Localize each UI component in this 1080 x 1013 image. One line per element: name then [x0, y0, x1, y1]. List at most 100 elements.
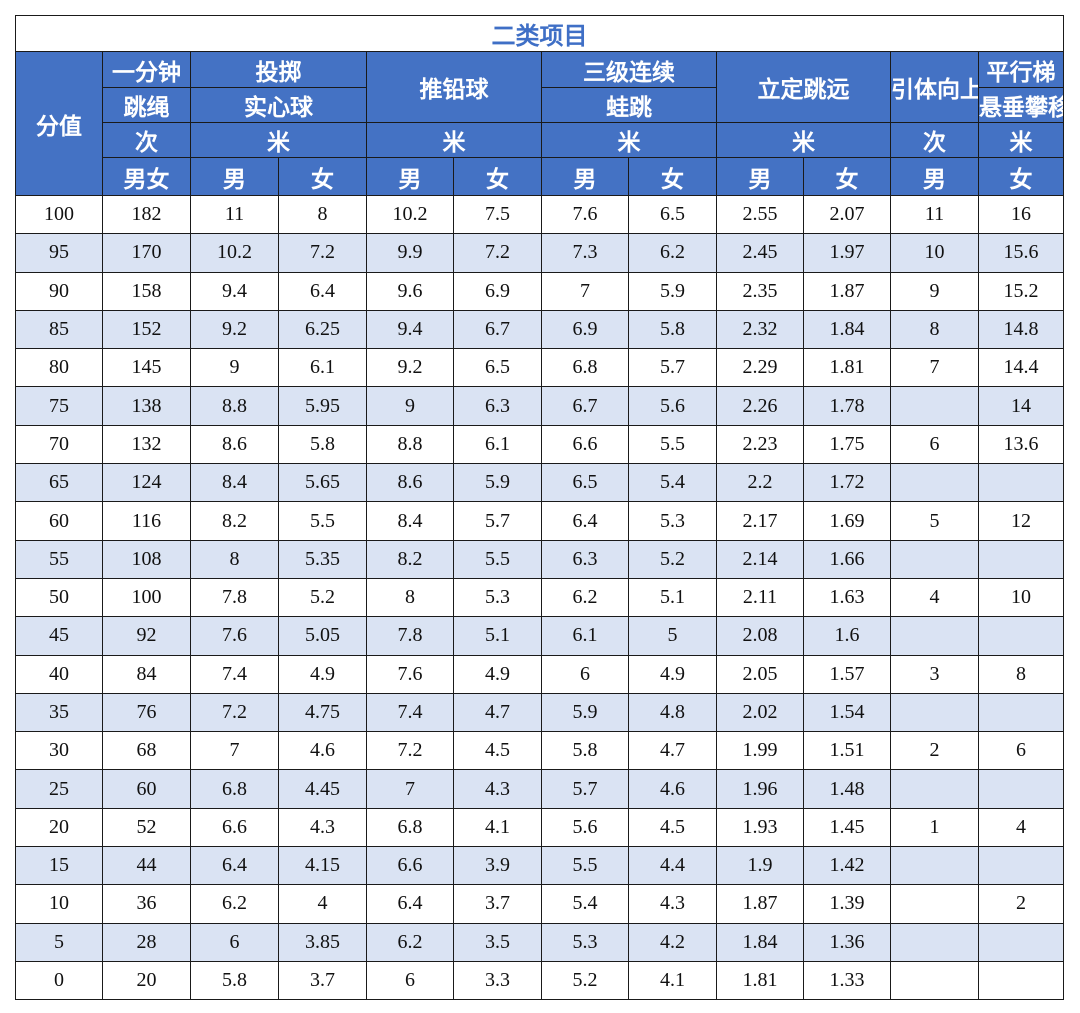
table-cell: 20	[102, 960, 191, 1001]
table-cell: 6.4	[190, 846, 279, 886]
header-cell: 米	[366, 122, 542, 158]
table-row: 90 158 9.4 6.4 9.6 6.9 7 5.9 2.35 1.87 9 15.2	[15, 271, 1065, 311]
table-cell: 2.23	[716, 424, 804, 465]
table-cell: 4	[890, 577, 979, 618]
table-cell: 6.2	[366, 922, 454, 962]
table-cell	[890, 846, 979, 886]
table-row: 5 28 6 3.85 6.2 3.5 5.3 4.2 1.84 1.36	[15, 922, 1065, 962]
header-cell: 跳绳	[102, 87, 191, 123]
table-cell: 5.8	[541, 731, 629, 771]
header-cell: 引体向上	[890, 51, 979, 123]
header-cell: 实心球	[190, 87, 367, 123]
header-cell: 男	[190, 157, 279, 196]
table-cell: 6.5	[453, 348, 542, 388]
table-cell: 84	[102, 654, 191, 694]
table-cell: 11	[190, 194, 279, 235]
table-cell: 1.54	[803, 692, 891, 733]
table-cell: 4.6	[278, 731, 367, 771]
table-cell: 4.3	[278, 807, 367, 848]
table-cell: 1.84	[803, 309, 891, 350]
table-cell: 4.3	[453, 769, 542, 809]
table-cell: 182	[102, 194, 191, 235]
header-cell: 蛙跳	[541, 87, 717, 123]
table-cell	[890, 922, 979, 962]
table-row: 50 100 7.8 5.2 8 5.3 6.2 5.1 2.11 1.63 4 10	[15, 577, 1065, 618]
table-cell: 8	[190, 539, 279, 579]
table-cell: 55	[15, 539, 103, 579]
table-cell: 20	[15, 807, 103, 848]
table-cell: 75	[15, 386, 103, 426]
table-cell: 2.17	[716, 501, 804, 541]
table-row: 95 170 10.2 7.2 9.9 7.2 7.3 6.2 2.45 1.97 10 15.6	[15, 233, 1065, 273]
table-cell: 2	[977, 884, 1065, 924]
table-cell: 65	[15, 463, 103, 503]
table-cell: 12	[977, 501, 1065, 541]
table-cell: 138	[102, 386, 191, 426]
table-cell: 5.05	[278, 616, 367, 656]
table-cell: 5.5	[541, 846, 629, 886]
table-cell: 5.8	[628, 309, 717, 350]
table-cell	[890, 769, 979, 809]
header-cell: 女	[278, 157, 367, 196]
table-cell: 60	[15, 501, 103, 541]
table-cell: 1.36	[803, 922, 891, 962]
table-cell: 6.5	[628, 194, 717, 235]
table-cell: 85	[15, 309, 103, 350]
table-cell: 11	[890, 194, 979, 235]
table-body: 100 182 11 8 10.2 7.5 7.6 6.5 2.55 2.07 11 16 95 170 1…	[15, 194, 1065, 1001]
table-cell: 1.63	[803, 577, 891, 618]
table-cell: 108	[102, 539, 191, 579]
header-cell: 女	[977, 157, 1065, 196]
table-cell: 1.93	[716, 807, 804, 848]
table-cell: 5.8	[190, 960, 279, 1001]
header-cell: 女	[628, 157, 717, 196]
table-cell: 8	[890, 309, 979, 350]
table-cell: 14.8	[977, 309, 1065, 350]
table-cell: 2.11	[716, 577, 804, 618]
table-cell: 28	[102, 922, 191, 962]
table-cell: 2.32	[716, 309, 804, 350]
table-cell: 1.97	[803, 233, 891, 273]
table-cell: 4	[977, 807, 1065, 848]
table-title: 二类项目	[14, 15, 1065, 52]
table-cell: 6.2	[190, 884, 279, 924]
table-cell: 2.55	[716, 194, 804, 235]
table-cell: 9.2	[366, 348, 454, 388]
table-cell	[977, 616, 1065, 656]
table-cell: 6.6	[541, 424, 629, 465]
table-cell: 9.6	[366, 271, 454, 311]
table-cell: 6.3	[453, 386, 542, 426]
table-cell: 7	[190, 731, 279, 771]
table-cell: 2.05	[716, 654, 804, 694]
table-cell: 3.85	[278, 922, 367, 962]
table-cell: 1.72	[803, 463, 891, 503]
table-cell: 6.2	[628, 233, 717, 273]
table-cell	[977, 769, 1065, 809]
header-row: 分值 一分钟 投掷 推铅球 三级连续 立定跳远 引体向上 平行梯	[15, 51, 1065, 196]
header-cell: 男	[890, 157, 979, 196]
table-cell: 44	[102, 846, 191, 886]
table-cell: 5.35	[278, 539, 367, 579]
table-cell: 5	[890, 501, 979, 541]
table-cell: 5.5	[453, 539, 542, 579]
table-cell: 124	[102, 463, 191, 503]
table-cell: 6	[190, 922, 279, 962]
table-cell: 6.5	[541, 463, 629, 503]
header-cell: 米	[541, 122, 717, 158]
table-cell: 8.8	[366, 424, 454, 465]
table-cell: 4.9	[453, 654, 542, 694]
table-cell: 4.8	[628, 692, 717, 733]
table-cell: 50	[15, 577, 103, 618]
table-cell: 5.2	[278, 577, 367, 618]
table-row: 30 68 7 4.6 7.2 4.5 5.8 4.7 1.99 1.51 2 6	[15, 731, 1065, 771]
table-row: 70 132 8.6 5.8 8.8 6.1 6.6 5.5 2.23 1.75 6 13.6	[15, 424, 1065, 465]
table-cell: 6	[541, 654, 629, 694]
table-cell: 1.48	[803, 769, 891, 809]
table-cell: 8.2	[366, 539, 454, 579]
table-cell: 1.87	[803, 271, 891, 311]
table-cell: 4.75	[278, 692, 367, 733]
title-row: 二类项目	[14, 15, 1065, 52]
table-cell: 5	[15, 922, 103, 962]
table-cell	[890, 884, 979, 924]
